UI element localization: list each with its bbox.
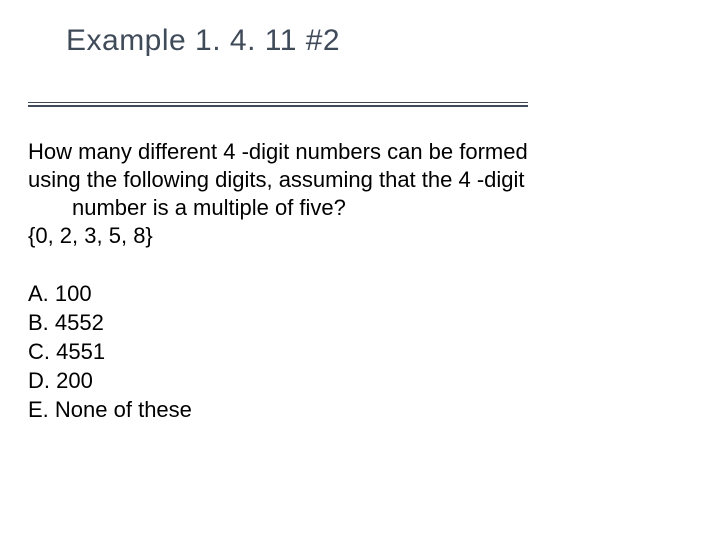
slide: Example 1. 4. 11 #2 How many different 4…: [0, 0, 720, 540]
question-line-1: How many different 4 -digit numbers can …: [28, 139, 528, 164]
divider-thin-line: [28, 102, 528, 103]
divider-thick-line: [28, 105, 528, 107]
option-d: D. 200: [28, 366, 680, 395]
option-text: 4551: [56, 339, 105, 364]
digit-set: {0, 2, 3, 5, 8}: [28, 222, 680, 250]
option-text: 100: [55, 281, 92, 306]
option-label: A.: [28, 281, 49, 306]
option-label: D.: [28, 368, 50, 393]
title-block: Example 1. 4. 11 #2: [66, 24, 680, 58]
option-a: A. 100: [28, 279, 680, 308]
option-text: None of these: [55, 397, 192, 422]
option-b: B. 4552: [28, 308, 680, 337]
option-e: E. None of these: [28, 395, 680, 424]
question-text: How many different 4 -digit numbers can …: [28, 138, 680, 222]
option-label: E.: [28, 397, 49, 422]
option-text: 200: [56, 368, 93, 393]
option-text: 4552: [55, 310, 104, 335]
option-label: B.: [28, 310, 49, 335]
option-label: C.: [28, 339, 50, 364]
body-block: How many different 4 -digit numbers can …: [28, 138, 680, 424]
title-divider: [28, 102, 528, 106]
option-c: C. 4551: [28, 337, 680, 366]
options-list: A. 100 B. 4552 C. 4551 D. 200 E. None of…: [28, 279, 680, 424]
slide-title: Example 1. 4. 11 #2: [66, 24, 680, 58]
question-line-2: using the following digits, assuming tha…: [28, 167, 525, 192]
question-line-3: number is a multiple of five?: [28, 194, 680, 222]
